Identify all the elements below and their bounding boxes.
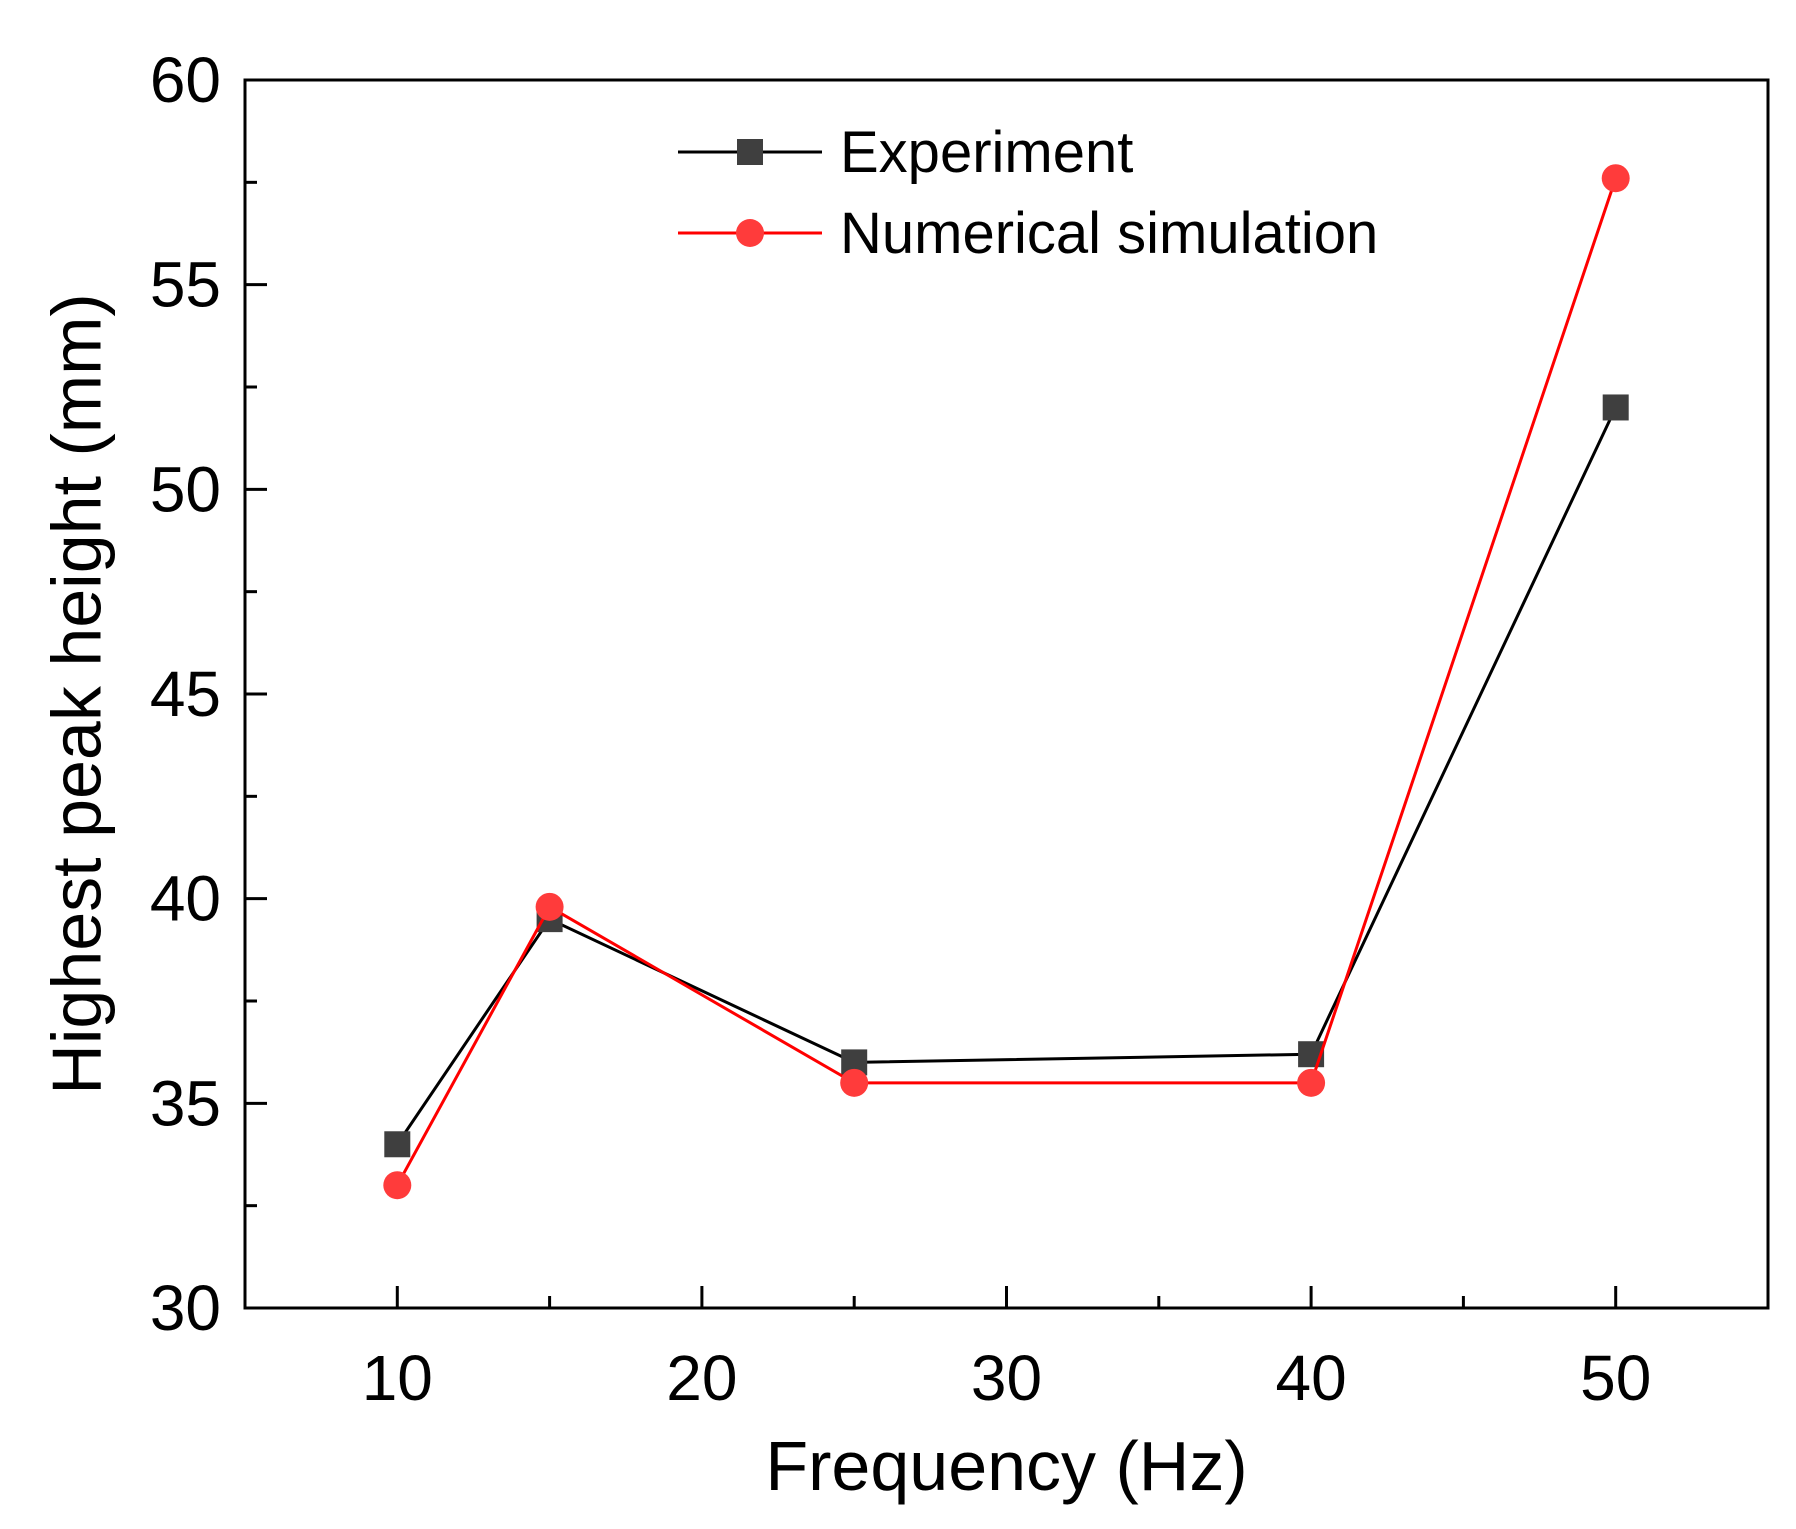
y-tick-label: 55: [150, 249, 221, 321]
y-axis-title: Highest peak height (mm): [37, 293, 115, 1094]
data-point: [1297, 1068, 1326, 1097]
y-tick-labels: 30 35 40 45 50 55 60: [150, 44, 221, 1344]
data-point: [840, 1068, 869, 1097]
data-point: [383, 1171, 412, 1200]
data-point: [384, 1131, 411, 1158]
legend-label: Numerical simulation: [840, 201, 1378, 266]
legend-marker: [736, 219, 764, 247]
y-tick-label: 40: [150, 863, 221, 935]
x-tick-labels: 10 20 30 40 50: [362, 1342, 1652, 1414]
legend-label: Experiment: [840, 120, 1133, 185]
x-axis-title: Frequency (Hz): [765, 1427, 1247, 1505]
series-0: [384, 394, 1629, 1158]
y-tick-label: 35: [150, 1067, 221, 1139]
y-tick-label: 30: [150, 1272, 221, 1344]
data-point: [535, 892, 564, 921]
series-1: [383, 164, 1630, 1200]
plot-frame: [243, 78, 1770, 1310]
data-point: [1602, 394, 1629, 421]
y-tick-label: 45: [150, 658, 221, 730]
series-layer: [383, 164, 1630, 1200]
data-point: [1601, 164, 1630, 193]
y-tick-label: 50: [150, 453, 221, 525]
x-tick-label: 50: [1580, 1342, 1651, 1414]
series-line: [396, 406, 1618, 1146]
x-tick-label: 20: [666, 1342, 737, 1414]
x-tick-label: 40: [1276, 1342, 1347, 1414]
legend-marker: [737, 139, 763, 165]
series-line: [395, 177, 1618, 1186]
legend-item: Numerical simulation: [678, 201, 1378, 266]
x-tick-label: 30: [971, 1342, 1042, 1414]
minor-ticks: [245, 180, 1465, 1308]
legend: Experiment Numerical simulation: [678, 120, 1378, 266]
legend-item: Experiment: [678, 120, 1133, 185]
x-tick-label: 10: [362, 1342, 433, 1414]
y-tick-label: 60: [150, 44, 221, 116]
